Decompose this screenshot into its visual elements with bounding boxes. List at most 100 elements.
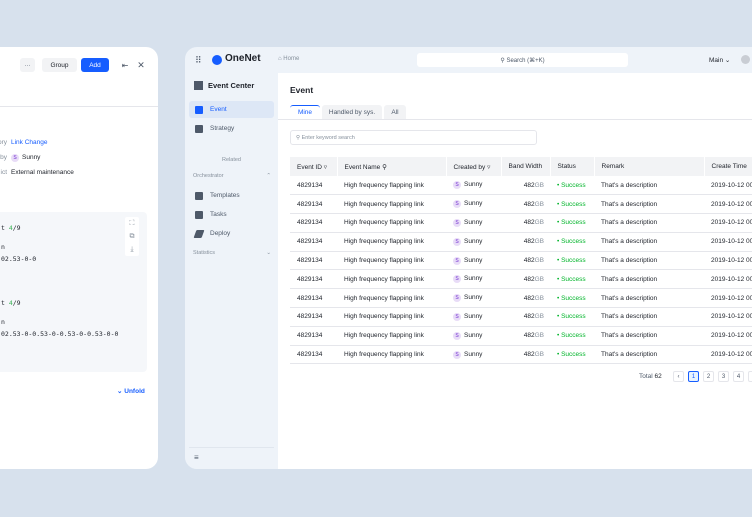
search-icon: ⚲ [296,134,302,141]
prev-page-button[interactable]: ‹ [673,371,684,382]
menu-collapse-icon[interactable]: ≡ [194,453,199,462]
avatar: S [453,181,461,190]
col-create-time[interactable]: Create Time [704,157,752,176]
created-by: S Sunny [446,288,501,309]
created-by: S Sunny [446,194,501,215]
search-icon[interactable]: ⚲ [382,163,387,171]
sidebar-item-templates[interactable]: Templates [189,187,274,204]
avatar: S [453,331,461,340]
global-search[interactable]: ⚲ Search (⌘+K) [417,53,628,67]
col-event-name[interactable]: Event Name ⚲ [337,157,447,176]
keyword-search-input[interactable]: ⚲ Enter keyword search [290,130,537,145]
code-line: n [1,318,5,326]
table-row[interactable]: 4829134 High frequency flapping link S Su… [290,288,752,309]
divider [278,119,752,120]
page-3[interactable]: 3 [718,371,729,382]
col-remark: Remark [594,157,705,176]
page-1[interactable]: 1 [688,371,699,382]
expand-icon[interactable]: ⛶ [129,219,135,227]
status-badge: • Success [550,345,594,365]
copy-icon[interactable]: ⧉ [129,232,135,240]
table-header: Event ID ▿ Event Name ⚲ Created by ▿ Ban… [290,157,752,176]
avatar: S [453,275,461,284]
sidebar-item-deploy[interactable]: Deploy [189,225,274,242]
band-width: 482GB [501,269,550,290]
created-by: S Sunny [446,269,501,290]
event-name: High frequency flapping link [337,176,446,196]
app-name: OneNet [225,53,261,64]
band-width: 482GB [501,288,550,309]
group-button[interactable]: Group [42,58,77,72]
next-page-button[interactable]: › [748,371,752,382]
create-time: 2019-10-12 00 [704,345,752,365]
band-width: 482GB [501,176,550,196]
page-2[interactable]: 2 [703,371,714,382]
table-row[interactable]: 4829134 High frequency flapping link S Su… [290,307,752,327]
orchestrator-group[interactable]: Orchestrator ⌃ [193,173,271,179]
settings-icon[interactable] [741,55,750,64]
statistics-group[interactable]: Statistics ⌄ [193,250,271,256]
download-icon[interactable]: ⤓ [130,245,134,253]
remark: That's a description [594,251,704,271]
create-time: 2019-10-12 00 [704,269,752,290]
sidebar-item-tasks[interactable]: Tasks [189,206,274,223]
event-id: 4829134 [290,288,337,309]
event-name: High frequency flapping link [337,269,446,290]
event-name: High frequency flapping link [337,194,446,215]
filter-icon[interactable]: ▿ [323,163,328,171]
create-time: 2019-10-12 00 [704,213,752,233]
created-by: S Sunny [446,251,501,271]
tasks-icon [195,210,203,219]
unfold-button[interactable]: ⌄ Unfold [117,388,145,395]
band-width: 482GB [501,232,550,252]
deploy-icon [193,229,205,238]
sidebar-item-event[interactable]: Event [189,101,274,118]
table-row[interactable]: 4829134 High frequency flapping link S Su… [290,326,752,346]
status-badge: • Success [550,251,594,271]
document-icon [195,124,203,133]
collapse-icon[interactable]: ⇤ [121,60,129,70]
status-badge: • Success [550,176,594,196]
link-change-link[interactable]: Link Change [11,139,48,146]
add-button[interactable]: Add [81,58,109,72]
tab-all[interactable]: All [384,105,406,119]
created-by: S Sunny [446,176,501,196]
create-time: 2019-10-12 00 [704,326,752,346]
col-event-id[interactable]: Event ID ▿ [290,157,338,176]
table-row[interactable]: 4829134 High frequency flapping link S Su… [290,176,752,196]
page-4[interactable]: 4 [733,371,744,382]
sidebar-item-strategy[interactable]: Strategy [189,120,274,137]
tab-mine[interactable]: Mine [290,105,320,119]
col-status: Status [550,157,595,176]
table-row[interactable]: 4829134 High frequency flapping link S Su… [290,213,752,233]
field-value: Sunny [22,154,41,161]
field-key: IDC conflict [0,169,7,176]
main-window: ⠿ OneNet ⌂ Home ⚲ Search (⌘+K) Main ⌄ Ev… [185,47,752,469]
code-line: t 4/9 [1,224,21,232]
event-name: High frequency flapping link [337,213,446,233]
home-breadcrumb[interactable]: ⌂ Home [278,56,300,62]
event-icon [195,105,203,114]
field-value: External maintenance [11,169,74,176]
table-row[interactable]: 4829134 High frequency flapping link S Su… [290,232,752,252]
event-table: Event ID ▿ Event Name ⚲ Created by ▿ Ban… [290,157,752,365]
created-by: S Sunny [446,232,501,252]
filter-icon[interactable]: ▿ [487,163,491,171]
band-width: 482GB [501,213,550,233]
table-row[interactable]: 4829134 High frequency flapping link S Su… [290,269,752,290]
table-row[interactable]: 4829134 High frequency flapping link S Su… [290,345,752,365]
apps-grid-icon[interactable]: ⠿ [195,55,202,65]
table-row[interactable]: 4829134 High frequency flapping link S Su… [290,194,752,215]
remark: That's a description [594,288,704,309]
close-icon[interactable]: ✕ [137,59,145,70]
event-id: 4829134 [290,213,337,233]
tab-handled-by-sys[interactable]: Handled by sys. [322,105,382,119]
more-button[interactable]: ··· [20,58,35,72]
event-id: 4829134 [290,326,337,346]
table-row[interactable]: 4829134 High frequency flapping link S Su… [290,251,752,271]
code-line: 02.53-0-0 [1,255,37,263]
workspace-dropdown[interactable]: Main ⌄ [709,57,731,64]
col-created-by[interactable]: Created by ▿ [446,157,502,176]
field-key: Created by [0,154,7,161]
event-name: High frequency flapping link [337,251,446,271]
